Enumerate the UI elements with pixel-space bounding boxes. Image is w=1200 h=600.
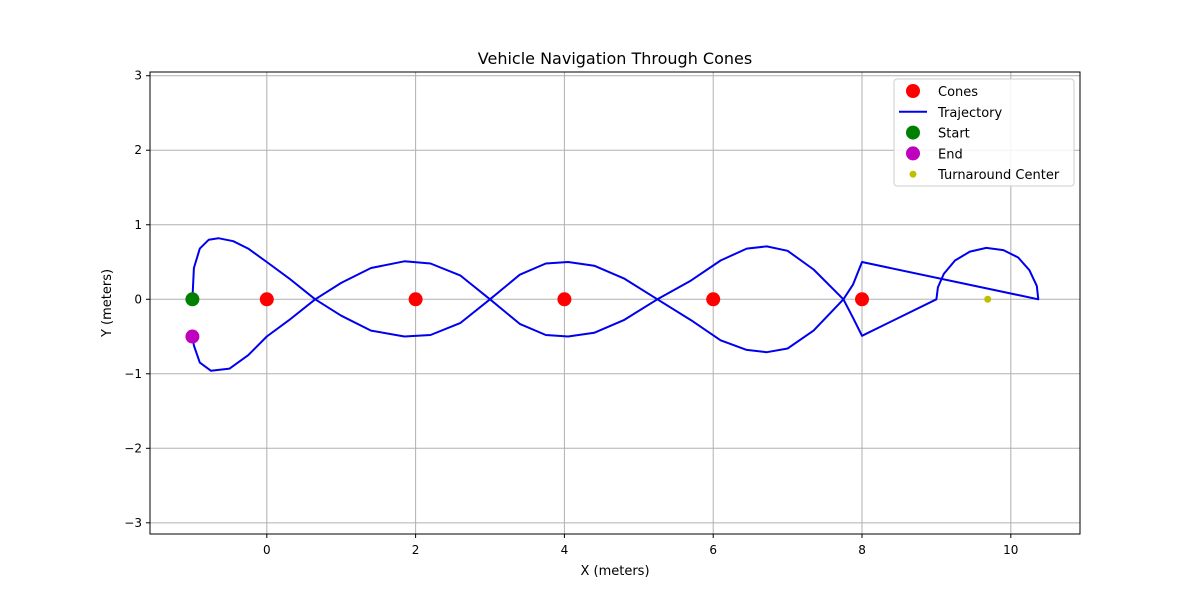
y-tick-label: 0 — [134, 292, 142, 306]
x-tick-label: 6 — [709, 543, 717, 557]
legend-swatch-turnaround-center — [909, 170, 917, 178]
x-tick-label: 8 — [858, 543, 866, 557]
cones-marker — [706, 292, 721, 307]
legend-swatch-start — [906, 125, 920, 140]
ticks: 0 2 4 6 8 10 −3 −2 −1 0 1 2 3 — [124, 69, 1018, 557]
cones-marker — [557, 292, 572, 307]
legend-label-start: Start — [938, 127, 970, 142]
cones-marker — [855, 292, 870, 307]
chart-title: Vehicle Navigation Through Cones — [478, 49, 752, 68]
turnaround-center-marker — [984, 295, 992, 303]
start-marker — [185, 292, 200, 307]
y-tick-label: 1 — [134, 218, 142, 232]
y-tick-label: 3 — [134, 69, 142, 83]
trajectory-line — [191, 237, 1040, 372]
legend: Cones Trajectory Start End Turnaround Center — [893, 78, 1075, 187]
axes-frame — [149, 71, 1081, 535]
legend-label-end: End — [938, 147, 963, 162]
x-tick-label: 4 — [561, 543, 569, 557]
x-tick-label: 2 — [412, 543, 420, 557]
plot-area — [185, 237, 1040, 372]
legend-label-cones: Cones — [938, 85, 978, 100]
cones-marker — [259, 292, 274, 307]
y-tick-label: −2 — [124, 441, 142, 455]
x-tick-label: 10 — [1003, 543, 1018, 557]
y-tick-label: −3 — [124, 516, 142, 530]
y-tick-label: 2 — [134, 143, 142, 157]
legend-swatch-cones — [906, 84, 920, 98]
y-axis-label: Y (meters) — [100, 269, 115, 338]
y-tick-label: −1 — [124, 367, 142, 381]
legend-box — [893, 78, 1075, 187]
legend-label-turnaround-center: Turnaround Center — [937, 168, 1060, 183]
end-marker — [185, 329, 200, 344]
x-tick-label: 0 — [263, 543, 271, 557]
cones-marker — [408, 292, 423, 307]
x-axis-label: X (meters) — [580, 564, 649, 579]
legend-label-trajectory: Trajectory — [937, 106, 1002, 121]
legend-swatch-end — [906, 146, 920, 161]
